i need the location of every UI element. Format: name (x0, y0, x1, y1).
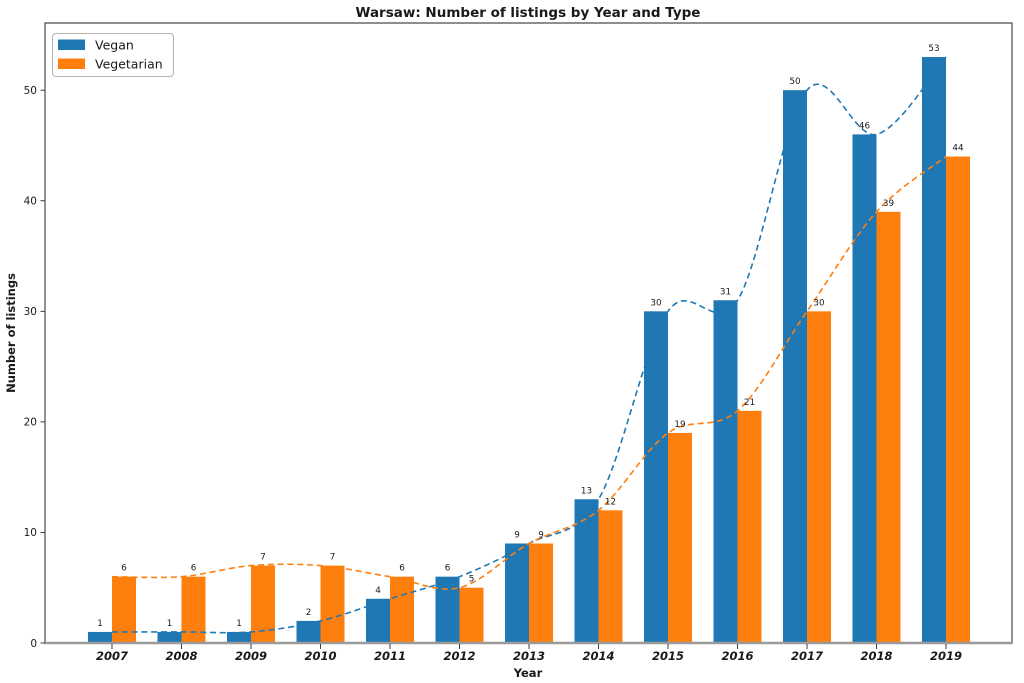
bar-value-label: 7 (260, 553, 266, 563)
trend-lines-group (111, 56, 947, 634)
legend-swatch-vegetarian-icon (58, 58, 85, 69)
y-tick-label: 0 (30, 638, 37, 650)
vegetarian-bar (807, 311, 831, 643)
bar-value-label: 1 (167, 619, 173, 629)
y-tick-label: 50 (24, 85, 37, 97)
y-tick-label: 10 (24, 527, 37, 539)
bar-value-label: 46 (859, 121, 871, 131)
vegan-bar (713, 300, 738, 643)
vegetarian-bar (112, 576, 136, 643)
bar-value-label: 31 (720, 287, 731, 297)
vegan-bar (296, 620, 321, 643)
vegetarian-bar (390, 576, 414, 643)
vegetarian-bar (459, 587, 484, 643)
vegetarian-bar (181, 576, 206, 643)
vegan-bar (783, 90, 807, 643)
bar-value-label: 6 (191, 564, 197, 574)
x-tick-label: 2009 (235, 649, 267, 663)
y-tick-label: 20 (24, 417, 37, 429)
bar-value-label: 44 (952, 144, 964, 154)
bar-value-label: 39 (883, 199, 894, 209)
x-tick-label: 2013 (513, 649, 545, 663)
bar-value-label: 5 (469, 575, 475, 585)
bar-value-label: 7 (330, 553, 336, 563)
bar-value-label: 6 (121, 564, 127, 574)
bar-value-label: 1 (236, 619, 242, 629)
x-tick-label: 2011 (374, 649, 406, 663)
legend-label-vegan: Vegan (95, 38, 134, 53)
bar-value-label: 9 (538, 530, 544, 540)
x-tick-label: 2014 (582, 649, 614, 663)
y-ticks-group: 0 10 20 30 40 50 (24, 85, 45, 650)
bar-value-label: 50 (789, 77, 801, 87)
bar-value-label: 9 (514, 530, 520, 540)
bar-value-label: 53 (928, 44, 939, 54)
vegan-bar (852, 134, 877, 643)
y-axis-label: Number of listings (4, 273, 18, 393)
vegetarian-bar (529, 543, 553, 643)
bar-value-label: 30 (813, 298, 825, 308)
legend: Vegan Vegetarian (52, 33, 174, 77)
vegan-bar (435, 576, 460, 643)
x-tick-label: 2019 (930, 649, 962, 663)
vegan-bar (505, 543, 529, 643)
bars-group (88, 57, 970, 644)
trend-line-vegan (111, 56, 947, 634)
vegetarian-bar (320, 565, 345, 643)
bar-value-label: 21 (744, 398, 755, 408)
x-tick-label: 2018 (860, 649, 892, 663)
bar-value-label: 19 (674, 420, 685, 430)
vegan-bar (644, 311, 668, 643)
vegan-bar (88, 631, 112, 643)
vegetarian-bar (668, 432, 692, 643)
vegan-bar (922, 57, 946, 644)
chart-title: Warsaw: Number of listings by Year and T… (356, 5, 701, 21)
x-tick-label: 2017 (791, 649, 823, 663)
bar-value-label: 12 (605, 497, 616, 507)
y-tick-label: 40 (24, 196, 37, 208)
x-tick-label: 2012 (443, 649, 475, 663)
plot-frame (44, 22, 1013, 643)
bar-value-label: 1 (97, 619, 103, 629)
x-tick-label: 2016 (721, 649, 753, 663)
x-tick-label: 2008 (165, 649, 197, 663)
vegan-bar (227, 631, 251, 643)
bar-value-label: 13 (581, 486, 592, 496)
x-tick-label: 2007 (96, 649, 128, 663)
bar-value-label: 4 (375, 586, 381, 596)
vegan-bar (366, 598, 390, 643)
y-tick-label: 30 (24, 306, 37, 318)
bar-value-label: 30 (650, 298, 662, 308)
bar-value-label: 6 (445, 564, 451, 574)
trend-line-vegetarian (111, 155, 947, 590)
bar-value-label: 6 (399, 564, 405, 574)
bar-value-label: 2 (306, 608, 312, 618)
vegan-bar (157, 631, 182, 643)
x-tick-label: 2010 (304, 649, 336, 663)
x-tick-label: 2015 (652, 649, 684, 663)
vegetarian-bar (876, 211, 901, 644)
x-axis-label: Year (513, 666, 543, 680)
vegetarian-bar (946, 156, 970, 643)
legend-label-vegetarian: Vegetarian (95, 57, 163, 72)
x-ticks-group: 2007 2008 2009 2010 2011 2012 2013 2014 2015 2016… (96, 644, 962, 663)
vegetarian-bar (737, 410, 762, 643)
vegetarian-bar (598, 510, 623, 643)
legend-swatch-vegan-icon (58, 39, 85, 50)
vegan-bar (574, 499, 599, 643)
